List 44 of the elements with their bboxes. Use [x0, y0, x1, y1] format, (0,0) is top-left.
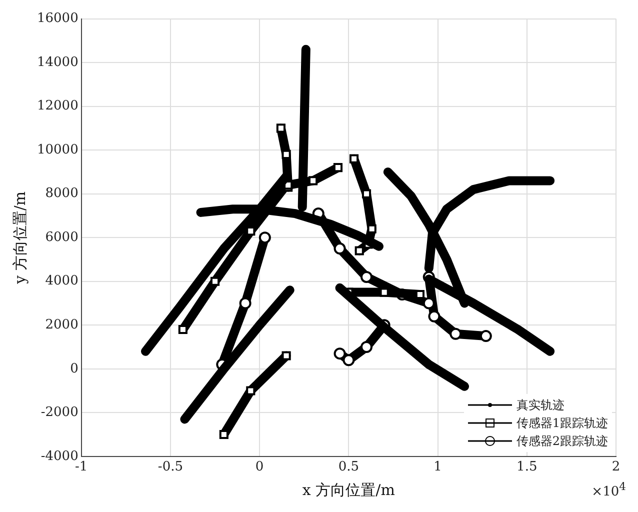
text: ×10$^{4}$: [592, 480, 626, 500]
y-tick-label: 8000: [45, 186, 78, 202]
y-tick-label: 2000: [45, 317, 78, 332]
legend-label: 真实轨迹: [516, 396, 564, 414]
y-axis-title: y 方向位置/m: [10, 191, 29, 285]
y-tick-label: 0: [70, 361, 78, 376]
point: [428, 310, 440, 322]
x-tick-label: 2: [612, 460, 620, 475]
point: [258, 232, 271, 244]
point: [450, 328, 462, 340]
point: [178, 324, 188, 334]
x-tick-label: 1.5: [516, 460, 538, 475]
point: [334, 242, 346, 255]
y-tick-label: 14000: [36, 54, 78, 70]
point: [246, 386, 256, 396]
y-tick-label: 4000: [45, 274, 78, 289]
x-tick-label: 0: [255, 460, 264, 475]
x-axis-title: x 方向位置/m: [302, 480, 395, 499]
point: [360, 270, 372, 283]
point: [342, 354, 355, 366]
point: [239, 297, 252, 310]
point: [349, 154, 359, 164]
legend-label: 传感器2跟踪轨迹: [516, 432, 608, 450]
legend-label: 传感器1跟踪轨迹: [516, 414, 608, 432]
y-tick-label: -2000: [40, 405, 78, 420]
point: [360, 341, 372, 353]
point: [354, 246, 364, 256]
y-tick-label: 6000: [45, 230, 78, 245]
point: [334, 348, 346, 360]
x-tick-label: 0.5: [338, 460, 360, 475]
point: [333, 163, 343, 172]
point: [282, 351, 291, 360]
y-tick-label: 12000: [36, 98, 78, 114]
point: [219, 430, 228, 440]
x-tick-label: 1: [434, 460, 442, 475]
point: [282, 150, 291, 159]
point: [367, 224, 376, 234]
point: [308, 176, 318, 186]
point: [276, 124, 286, 133]
x-tick-label: -0.5: [158, 460, 183, 475]
point: [210, 276, 220, 286]
point: [362, 189, 372, 198]
y-tick-label: 10000: [36, 142, 78, 158]
y-tick-label: 16000: [36, 11, 78, 26]
